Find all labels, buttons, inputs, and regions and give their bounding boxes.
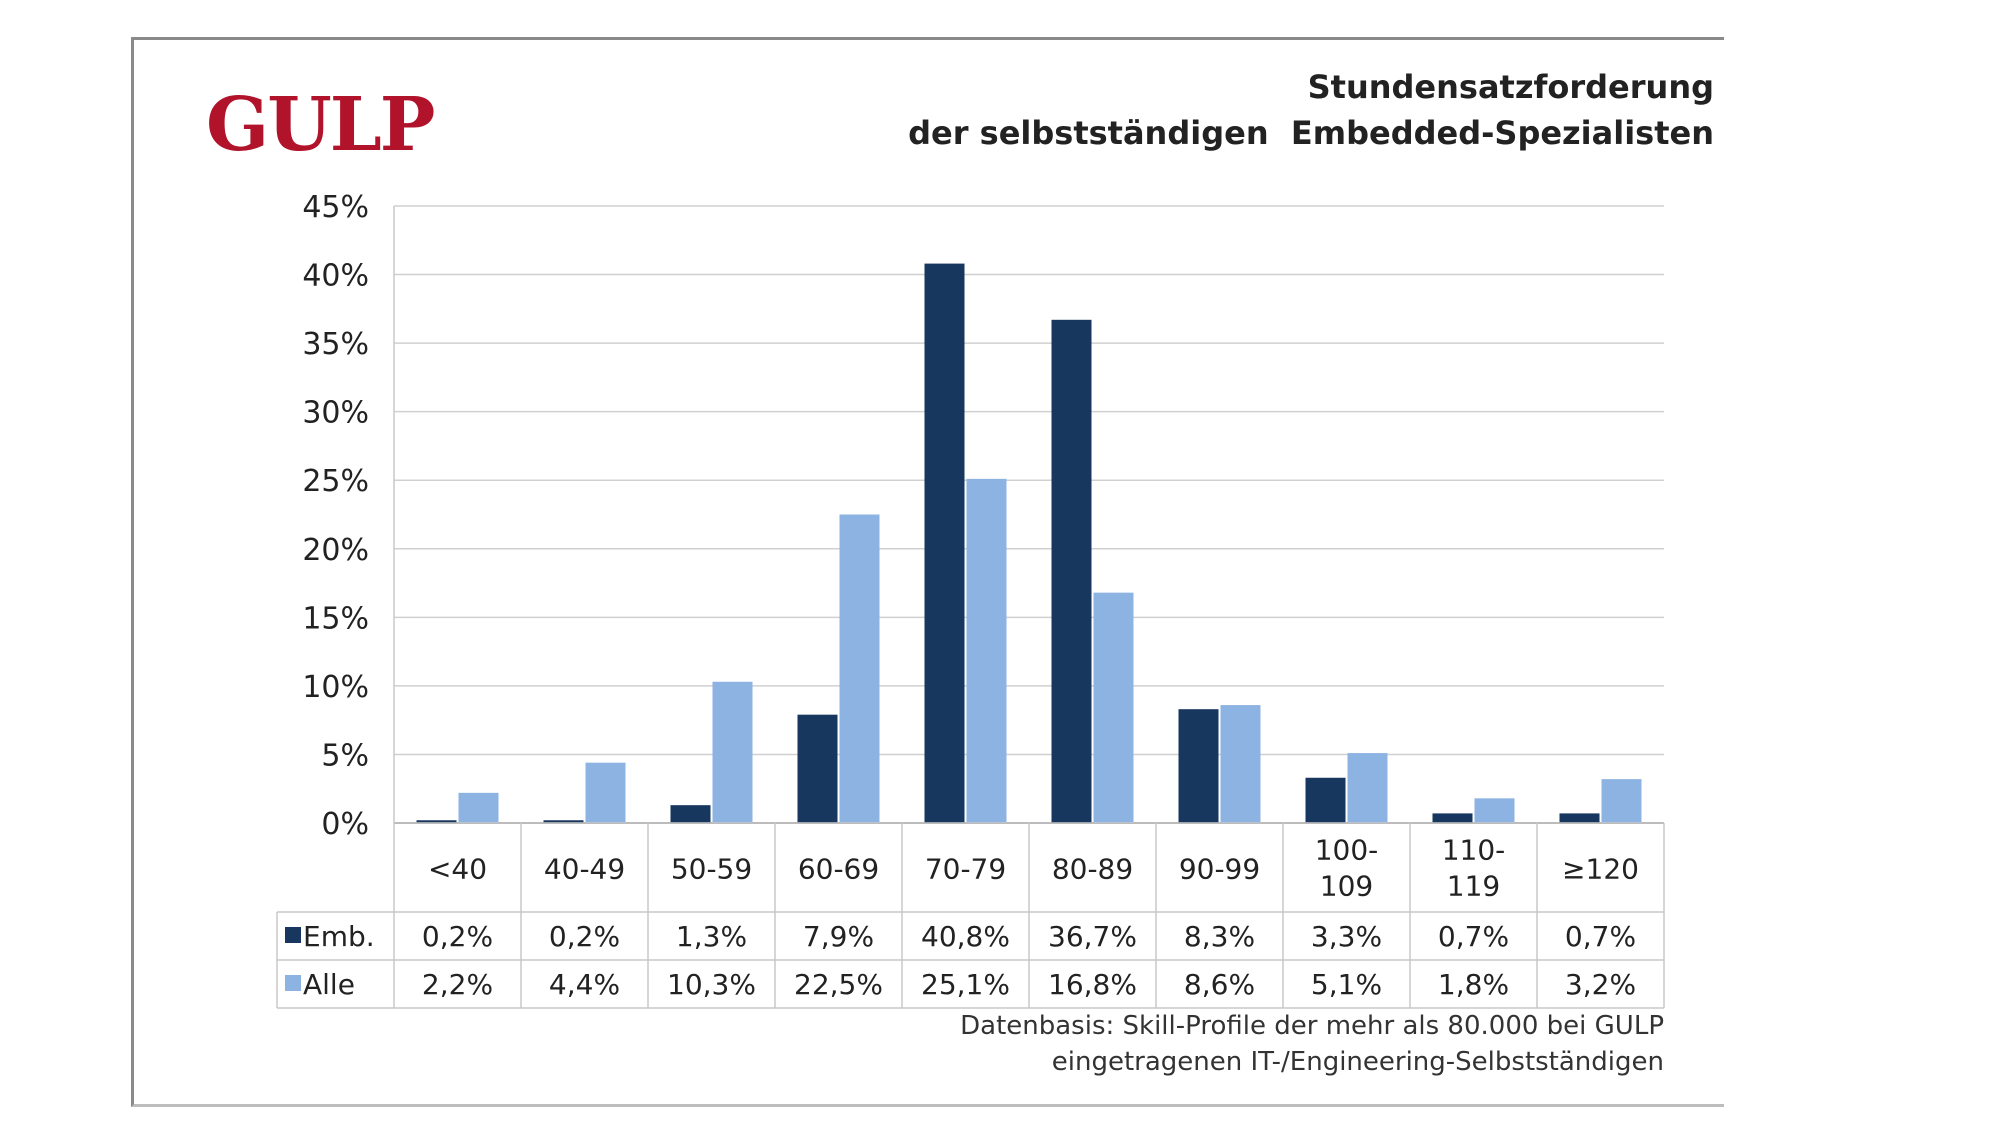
category-label: 100- [1315,834,1379,867]
y-tick-label: 45% [302,190,369,225]
bar-emb-6 [1178,709,1219,823]
bar-emb-7 [1305,777,1346,823]
bar-emb-9 [1559,813,1600,823]
data-label: 0,7% [1565,920,1636,953]
bar-emb-3 [797,714,838,823]
bar-alle-9 [1601,779,1642,823]
data-label: 22,5% [794,968,883,1001]
gulp-logo: GULP [206,82,436,168]
category-label: <40 [428,853,487,886]
bar-emb-0 [416,820,457,823]
legend-label: Alle [303,968,355,1001]
data-label: 0,2% [549,920,620,953]
category-label: 60-69 [798,853,879,886]
footnote-line1: Datenbasis: Skill-Profile der mehr als 8… [960,1011,1664,1041]
y-tick-label: 40% [302,259,369,294]
data-label: 5,1% [1311,968,1382,1001]
chart-card: GULP Stundensatzforderung der selbststän… [131,37,1724,1107]
legend-swatch-emb [285,927,301,943]
category-label: 80-89 [1052,853,1133,886]
data-label: 10,3% [667,968,756,1001]
bar-alle-3 [839,514,880,823]
data-label: 3,2% [1565,968,1636,1001]
data-label: 1,8% [1438,968,1509,1001]
y-axis: 0% 5% 10% 15% 20% 25% 30% 35% 40% 45% [302,190,395,842]
bar-alle-2 [712,681,753,823]
bars [416,263,1642,823]
legend-swatch-alle [285,975,301,991]
bar-emb-5 [1051,319,1092,823]
bar-alle-0 [458,792,499,823]
chart-subtitle: der selbstständigen Embedded-Spezialiste… [908,114,1714,152]
data-label: 40,8% [921,920,1010,953]
data-label: 0,2% [422,920,493,953]
logo-text: GULP [206,82,434,168]
data-label: 7,9% [803,920,874,953]
chart-title: Stundensatzforderung [1308,68,1714,106]
category-label: 110- [1442,834,1506,867]
data-label: 2,2% [422,968,493,1001]
chart: GULP Stundensatzforderung der selbststän… [206,68,1714,1077]
footnote-line2: eingetragenen IT-/Engineering-Selbststän… [1052,1047,1664,1077]
data-label: 4,4% [549,968,620,1001]
bar-alle-1 [585,762,626,823]
data-label: 8,3% [1184,920,1255,953]
bar-emb-1 [543,820,584,823]
category-label: 70-79 [925,853,1006,886]
data-label: 16,8% [1048,968,1137,1001]
y-tick-label: 30% [302,396,369,431]
data-label: 0,7% [1438,920,1509,953]
data-label: 1,3% [676,920,747,953]
y-tick-label: 20% [302,533,369,568]
data-label: 3,3% [1311,920,1382,953]
bar-alle-4 [966,478,1007,823]
data-table: <40 40-49 50-59 60-69 70-79 80-89 90-99 100-109… [276,822,1665,1009]
data-label: 25,1% [921,968,1010,1001]
y-tick-label: 5% [321,738,369,773]
category-label: 40-49 [544,853,625,886]
y-tick-label: 25% [302,464,369,499]
bar-emb-2 [670,805,711,823]
bar-alle-5 [1093,592,1134,823]
category-label: 119 [1447,870,1500,903]
y-tick-label: 0% [321,807,369,842]
category-label: 50-59 [671,853,752,886]
bar-emb-8 [1432,813,1473,823]
y-tick-label: 15% [302,601,369,636]
category-label: 109 [1320,870,1373,903]
bar-alle-8 [1474,798,1515,823]
data-label: 8,6% [1184,968,1255,1001]
bar-alle-6 [1220,705,1261,823]
gridlines [394,205,1664,824]
y-tick-label: 10% [302,670,369,705]
bar-alle-7 [1347,753,1388,823]
legend-label: Emb. [303,920,375,953]
y-tick-label: 35% [302,327,369,362]
category-label: ≥120 [1562,853,1639,886]
category-label: 90-99 [1179,853,1260,886]
bar-emb-4 [924,263,965,823]
data-label: 36,7% [1048,920,1137,953]
